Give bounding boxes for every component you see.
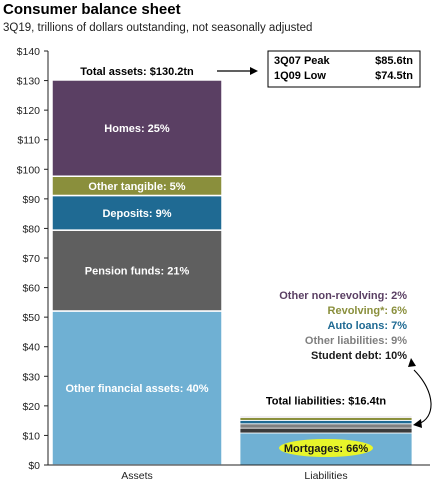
x-category-label: Assets	[121, 470, 153, 482]
peak-low-label: 3Q07 Peak	[274, 55, 331, 67]
total-liabilities-label: Total liabilities: $16.4tn	[266, 396, 386, 408]
liabilities-legend-label: Revolving*: 6%	[328, 305, 408, 317]
mortgages-highlight	[279, 439, 373, 457]
assets-segment-bar	[51, 194, 223, 231]
x-category-label: Liabilities	[304, 470, 347, 482]
assets-segment-label: Other financial assets: 40%	[65, 383, 208, 395]
total-assets-label: Total assets: $130.2tn	[80, 66, 194, 78]
liabilities-segment-bar	[239, 419, 413, 425]
y-tick-label: $0	[28, 460, 40, 472]
y-tick-label: $70	[22, 253, 40, 265]
peak-low-value: $85.6tn	[375, 55, 413, 67]
assets-segment-label: Deposits: 9%	[102, 208, 171, 220]
liabilities-bar: Mortgages: 66%	[239, 416, 413, 466]
annotations: Total assets: $130.2tn 3Q07 Peak $85.6tn 1Q…	[80, 50, 432, 428]
liabilities-segment-bar	[239, 416, 413, 418]
x-axis: Assets Liabilities	[48, 464, 430, 482]
assets-segment-bar	[51, 229, 223, 312]
y-axis: $0 $10 $20 $30 $40 $50 $60 $70 $80 $90 $100 $110 $12…	[17, 46, 49, 472]
y-tick-label: $80	[22, 223, 40, 235]
assets-segment-bar	[51, 310, 223, 466]
peak-low-value: $74.5tn	[375, 70, 413, 82]
assets-segment-label: Homes: 25%	[104, 123, 170, 135]
y-tick-label: $50	[22, 312, 40, 324]
liabilities-segment-label: Mortgages: 66%	[284, 443, 369, 455]
y-tick-label: $100	[17, 164, 41, 176]
assets-bar: Other financial assets: 40% Pension funds…	[51, 79, 223, 466]
y-tick-label: $10	[22, 430, 40, 442]
liabilities-segment-bar	[239, 423, 413, 429]
y-tick-label: $60	[22, 283, 40, 295]
y-tick-label: $140	[17, 46, 41, 58]
chart-subtitle: 3Q19, trillions of dollars outstanding, …	[3, 22, 312, 34]
liabilities-legend-label: Other non-revolving: 2%	[279, 290, 407, 302]
arrow-head-icon	[413, 419, 422, 428]
liabilities-legend-label: Auto loans: 7%	[328, 320, 408, 332]
assets-segment-label: Other tangible: 5%	[88, 181, 185, 193]
liabilities-legend-label: Other liabilities: 9%	[305, 335, 407, 347]
chart-title: Consumer balance sheet	[3, 1, 181, 18]
arrow-head-icon	[408, 358, 416, 367]
y-tick-label: $130	[17, 76, 41, 88]
y-tick-label: $120	[17, 105, 41, 117]
legend-pointer-arrow	[413, 369, 432, 425]
y-tick-label: $90	[22, 194, 40, 206]
y-tick-label: $40	[22, 342, 40, 354]
liabilities-segment-bar	[239, 417, 413, 421]
liabilities-legend-label: Student debt: 10%	[311, 350, 407, 362]
peak-low-box	[267, 50, 421, 88]
assets-segment-label: Pension funds: 21%	[85, 266, 190, 278]
y-tick-label: $30	[22, 371, 40, 383]
y-tick-label: $20	[22, 401, 40, 413]
peak-low-label: 1Q09 Low	[274, 70, 326, 82]
arrow-head-icon	[250, 66, 258, 75]
assets-segment-bar	[51, 79, 223, 177]
liabilities-segment-bar	[239, 427, 413, 434]
y-tick-label: $110	[17, 135, 40, 147]
